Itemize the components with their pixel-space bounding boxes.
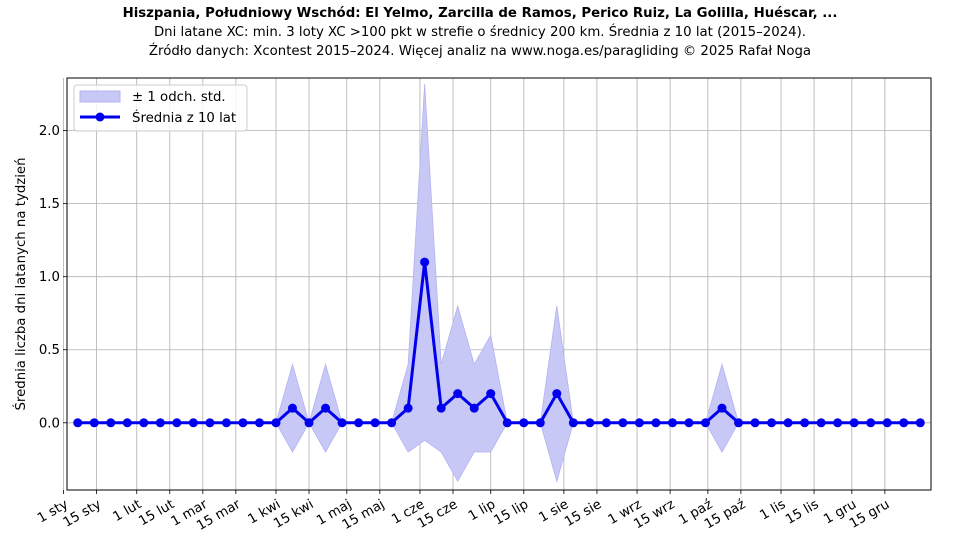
data-point: [734, 418, 744, 428]
data-point: [122, 418, 132, 428]
x-tick-label: 15 lip: [492, 497, 532, 528]
chart-title-block: Hiszpania, Południowy Wschód: El Yelmo, …: [0, 4, 960, 61]
data-point: [849, 418, 859, 428]
data-point: [486, 389, 496, 399]
data-point: [436, 403, 446, 413]
mean-line: [77, 260, 921, 425]
data-point: [139, 418, 149, 428]
data-point: [552, 389, 562, 399]
legend-band-label: ± 1 odch. std.: [132, 90, 226, 105]
data-point: [155, 418, 165, 428]
data-point: [684, 418, 694, 428]
data-point: [420, 257, 430, 267]
data-point: [321, 403, 331, 413]
data-point: [271, 418, 281, 428]
x-tick-label: 1 lis: [758, 497, 789, 524]
data-point: [89, 418, 99, 428]
data-point: [833, 418, 843, 428]
data-point: [354, 418, 364, 428]
data-point: [172, 418, 182, 428]
data-point: [254, 418, 264, 428]
data-point: [585, 418, 595, 428]
data-point: [882, 418, 892, 428]
chart-title: Hiszpania, Południowy Wschód: El Yelmo, …: [122, 6, 838, 21]
y-axis: 0.0 0.5 1.0 1.5 2.0: [39, 124, 67, 431]
y-tick-label: 0.5: [39, 343, 60, 358]
legend-marker-swatch: [95, 112, 105, 122]
data-point: [651, 418, 661, 428]
data-point: [304, 418, 314, 428]
y-tick-label: 0.0: [39, 416, 60, 431]
data-point: [767, 418, 777, 428]
plot-frame: [66, 77, 932, 491]
data-point: [469, 403, 479, 413]
data-point: [899, 418, 909, 428]
y-tick-label: 2.0: [39, 124, 60, 139]
data-point: [205, 418, 215, 428]
legend-line-label: Średnia z 10 lat: [132, 108, 236, 126]
data-point: [634, 418, 644, 428]
legend: ± 1 odch. std. Średnia z 10 lat: [73, 84, 248, 132]
x-tick-label: 15 sie: [562, 497, 604, 530]
data-point: [915, 418, 925, 428]
data-point: [188, 418, 198, 428]
data-point: [502, 418, 512, 428]
data-point: [370, 418, 380, 428]
data-point: [866, 418, 876, 428]
mean-line-layer: [73, 257, 925, 428]
legend-band-swatch: [79, 90, 121, 103]
x-tick-label: 15 lis: [783, 497, 821, 528]
data-point: [106, 418, 116, 428]
data-point: [667, 418, 677, 428]
chart-source-note: Źródło danych: Xcontest 2015–2024. Więce…: [148, 44, 812, 59]
y-tick-label: 1.5: [39, 197, 60, 212]
data-point: [387, 418, 397, 428]
y-tick-label: 1.0: [39, 270, 60, 285]
data-point: [221, 418, 231, 428]
data-point: [519, 418, 529, 428]
data-point: [337, 418, 347, 428]
data-point: [800, 418, 810, 428]
data-point: [783, 418, 793, 428]
data-point: [238, 418, 248, 428]
data-point: [453, 389, 463, 399]
data-point: [287, 403, 297, 413]
data-point: [717, 403, 727, 413]
data-point: [568, 418, 578, 428]
data-point: [750, 418, 760, 428]
y-axis-label: Średnia liczba dni latanych na tydzień: [11, 157, 29, 410]
data-point: [403, 403, 413, 413]
data-point: [73, 418, 83, 428]
data-point: [535, 418, 545, 428]
x-tick-label: 15 sty: [61, 497, 104, 531]
data-point: [701, 418, 711, 428]
data-point: [618, 418, 628, 428]
x-tick-label: 15 lut: [136, 497, 177, 529]
data-point: [601, 418, 611, 428]
chart-subtitle: Dni latane XC: min. 3 loty XC >100 pkt w…: [153, 25, 807, 40]
data-point: [816, 418, 826, 428]
